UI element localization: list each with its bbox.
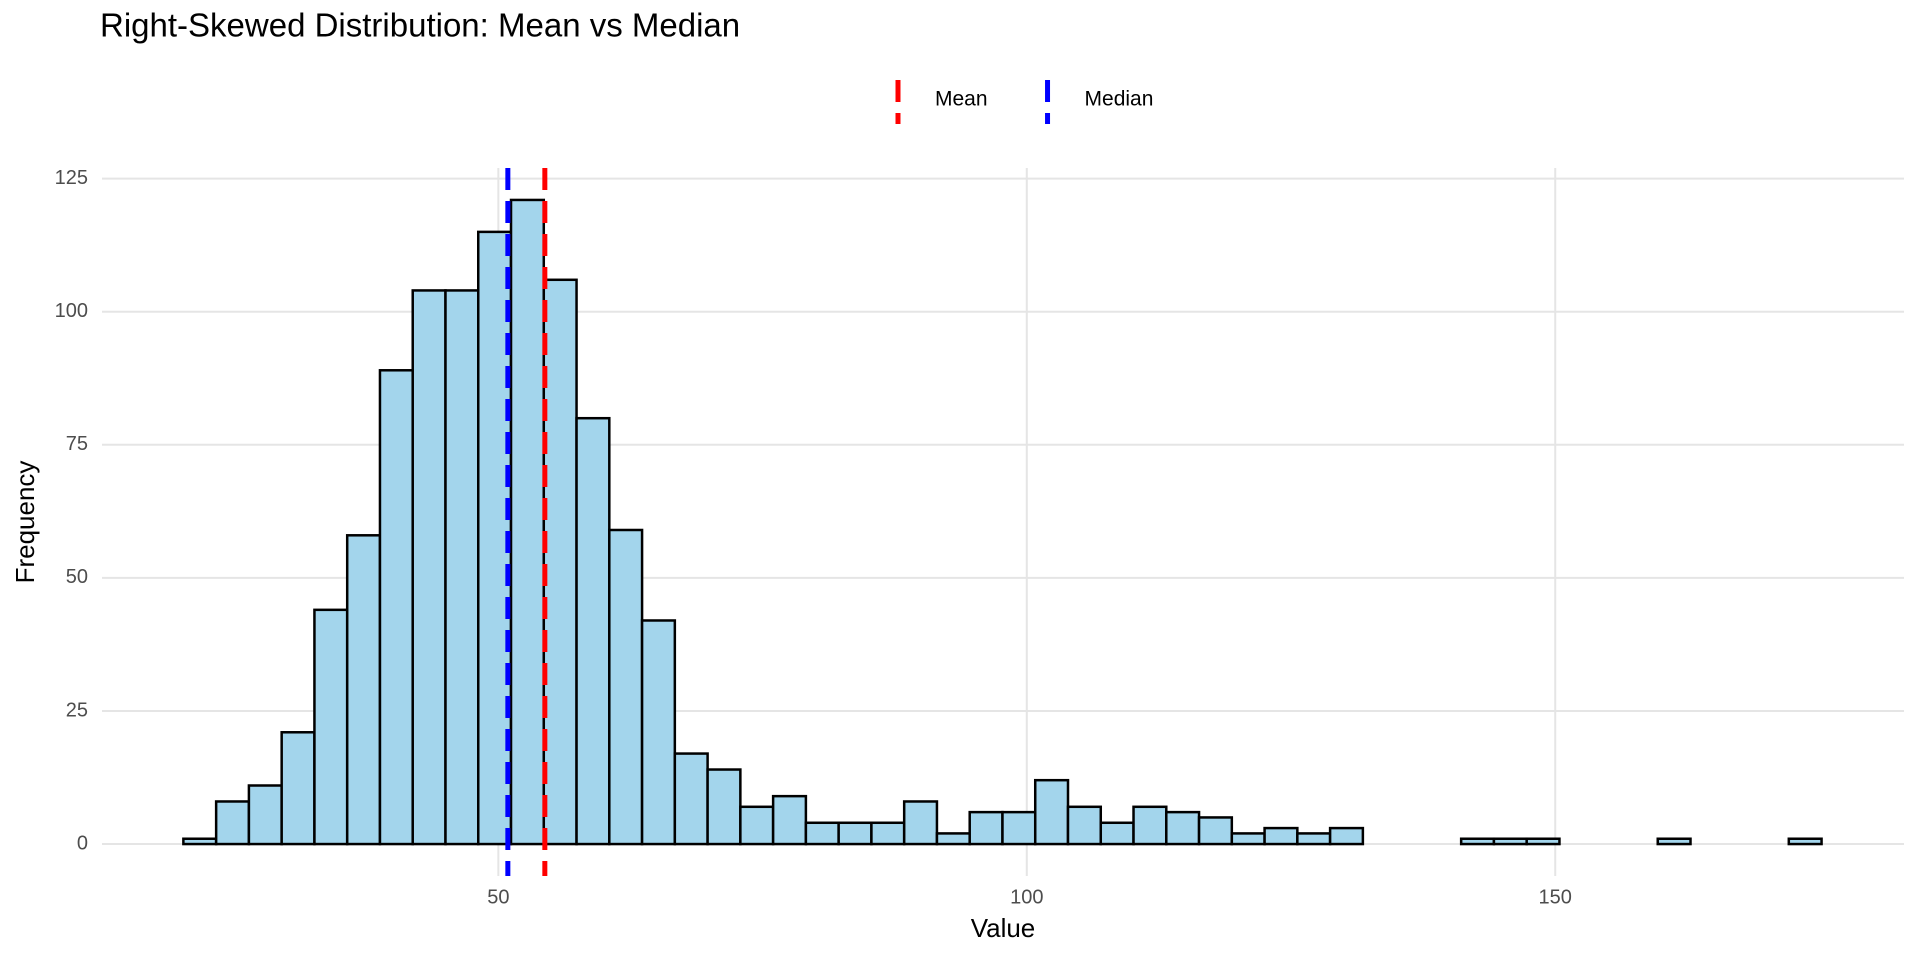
bar xyxy=(870,821,906,846)
bar xyxy=(1197,816,1234,846)
bar xyxy=(1001,810,1037,846)
bar xyxy=(1033,778,1070,846)
bar xyxy=(640,619,677,846)
bar xyxy=(1492,837,1528,846)
bar xyxy=(575,416,611,846)
bar xyxy=(1459,837,1496,846)
y-tick-label: 125 xyxy=(55,167,88,189)
bar xyxy=(837,821,873,846)
legend-label: Median xyxy=(1085,88,1154,111)
bar xyxy=(411,289,447,846)
bar xyxy=(182,837,218,846)
bar xyxy=(1132,805,1168,846)
y-tick-label: 50 xyxy=(66,566,88,588)
bar xyxy=(444,289,480,846)
bar xyxy=(280,731,316,846)
y-tick-label: 0 xyxy=(77,832,88,854)
bar xyxy=(1099,821,1135,846)
bar xyxy=(509,198,546,846)
bar xyxy=(968,810,1004,846)
bar xyxy=(673,752,709,846)
y-tick-label: 25 xyxy=(66,699,88,721)
bar xyxy=(378,369,414,846)
x-axis-label: Value xyxy=(971,913,1036,943)
bar xyxy=(214,800,251,846)
bar xyxy=(706,768,742,846)
bar xyxy=(902,800,939,846)
chart-title: Right-Skewed Distribution: Mean vs Media… xyxy=(100,7,740,44)
bar xyxy=(542,278,578,846)
y-tick-label: 100 xyxy=(55,300,88,322)
bar xyxy=(345,534,382,846)
x-tick-label: 50 xyxy=(487,886,509,908)
bar xyxy=(804,821,840,846)
y-tick-label: 75 xyxy=(66,433,88,455)
bar xyxy=(1787,837,1823,846)
bar xyxy=(1263,826,1299,846)
bar xyxy=(1656,837,1692,846)
bar xyxy=(1296,832,1332,846)
legend-label: Mean xyxy=(935,88,988,111)
bar xyxy=(935,832,971,846)
bar xyxy=(313,608,349,846)
bar xyxy=(1165,810,1201,846)
bar xyxy=(771,794,808,846)
bar xyxy=(1328,826,1365,846)
bar xyxy=(1230,832,1266,846)
y-axis-label: Frequency xyxy=(10,461,40,584)
bar xyxy=(247,784,283,846)
bar xyxy=(1525,837,1561,846)
x-tick-label: 100 xyxy=(1010,886,1043,908)
bar xyxy=(1066,805,1103,846)
bar xyxy=(608,528,644,846)
bar xyxy=(739,805,775,846)
x-tick-label: 150 xyxy=(1539,886,1572,908)
